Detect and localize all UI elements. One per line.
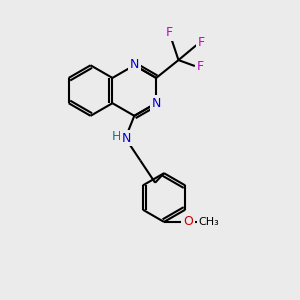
Text: N: N	[122, 132, 132, 145]
Text: CH₃: CH₃	[198, 217, 219, 227]
Text: F: F	[166, 26, 173, 39]
Text: N: N	[152, 97, 161, 110]
Text: O: O	[183, 215, 193, 228]
Text: F: F	[198, 36, 205, 49]
Text: F: F	[196, 59, 204, 73]
Text: N: N	[130, 58, 139, 71]
Text: H: H	[112, 130, 121, 143]
